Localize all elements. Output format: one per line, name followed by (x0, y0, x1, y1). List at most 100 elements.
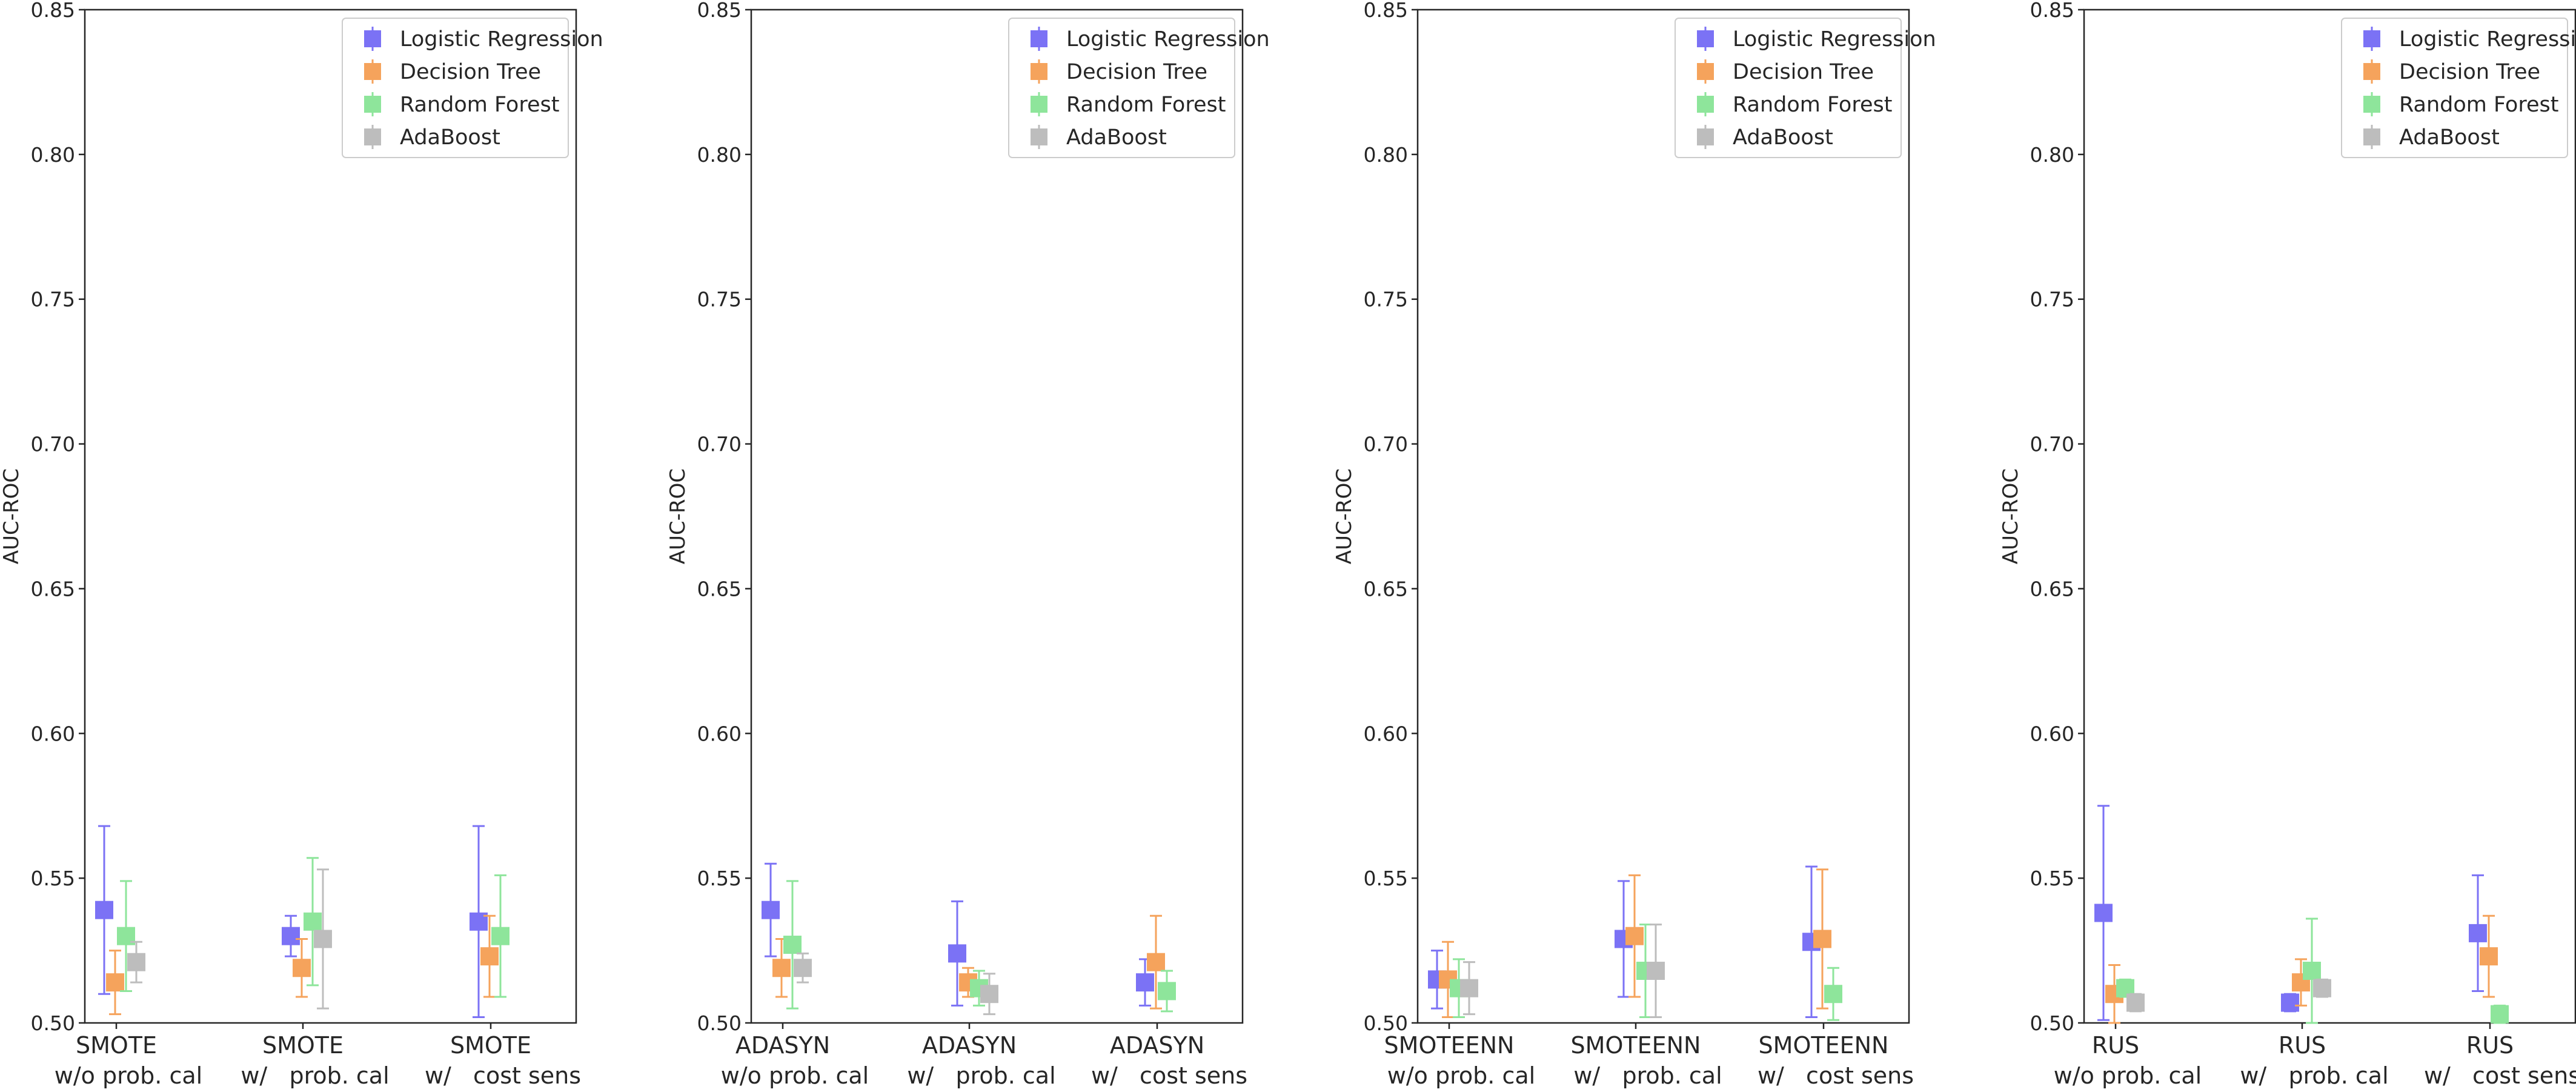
legend-label: AdaBoost (2399, 125, 2500, 150)
x-category-sublabel: w/o prob. cal (2054, 1062, 2202, 1089)
plot-frame (84, 8, 577, 1024)
legend-label: Random Forest (400, 93, 559, 117)
legend-label: AdaBoost (1066, 125, 1167, 150)
legend-marker (2363, 63, 2380, 80)
data-point-decision-tree (1147, 953, 1165, 971)
y-tick-label: 0.55 (1364, 867, 1408, 890)
x-category-label: SMOTEENN (1571, 1032, 1701, 1059)
data-point-adaboost (314, 930, 332, 948)
legend-label: Logistic Regression (2399, 27, 2576, 52)
legend-marker (364, 96, 381, 113)
x-category-label: ADASYN (1110, 1032, 1204, 1059)
legend-box (2341, 18, 2568, 158)
y-tick-label: 0.70 (697, 433, 742, 456)
chart-panel-2: 0.50 0.55 0.60 0.65 0.70 0.75 0.80 0.85 AUC-ROC A… (666, 0, 1270, 1089)
legend-label: Decision Tree (1733, 60, 1874, 84)
x-category-label: SMOTE (76, 1032, 157, 1059)
y-tick-label: 0.75 (2030, 288, 2074, 311)
legend-marker (1031, 30, 1047, 47)
data-point-random-forest (2303, 962, 2321, 980)
data-point-logistic-regression (948, 944, 966, 963)
data-point-adaboost (794, 959, 812, 977)
data-point-logistic-regression (282, 927, 300, 945)
y-tick-label: 0.85 (31, 0, 75, 22)
y-tick-label: 0.50 (31, 1011, 75, 1035)
legend-label: Logistic Regression (400, 27, 603, 52)
x-category-sublabel: w/o prob. cal (55, 1062, 202, 1089)
legend-box (342, 18, 569, 158)
plot-frame (750, 8, 1244, 1024)
data-point-random-forest (783, 936, 802, 954)
x-category-label: RUS (2466, 1032, 2514, 1059)
legend: Logistic Regression Decision Tree Random F… (2341, 18, 2576, 158)
data-point-decision-tree (772, 959, 791, 977)
y-tick-label: 0.70 (2030, 433, 2074, 456)
data-point-adaboost (127, 953, 145, 971)
legend-label: AdaBoost (400, 125, 500, 150)
y-tick-label: 0.50 (2030, 1011, 2074, 1035)
x-category-sublabel: w/ cost sens (425, 1062, 581, 1089)
legend-box (1675, 18, 1902, 158)
chart-panel-1: 0.50 0.55 0.60 0.65 0.70 0.75 0.80 0.85 AUC-ROC S… (0, 0, 603, 1089)
y-axis-label: AUC-ROC (0, 468, 24, 564)
legend-label: Logistic Regression (1066, 27, 1270, 52)
y-tick-label: 0.65 (697, 577, 742, 601)
legend-label: Decision Tree (1066, 60, 1207, 84)
x-category-sublabel: w/ cost sens (1758, 1062, 1914, 1089)
legend-label: Random Forest (1733, 93, 1892, 117)
y-tick-label: 0.50 (1364, 1011, 1408, 1035)
legend-marker (2363, 96, 2380, 113)
x-category-label: SMOTE (262, 1032, 344, 1059)
y-tick-label: 0.60 (1364, 722, 1408, 745)
y-tick-label: 0.55 (31, 867, 75, 890)
x-category-label: RUS (2092, 1032, 2139, 1059)
legend-label: Decision Tree (2399, 60, 2540, 84)
y-tick-label: 0.85 (2030, 0, 2074, 22)
data-point-adaboost (980, 985, 998, 1004)
data-point-decision-tree (2480, 947, 2498, 966)
data-point-logistic-regression (762, 901, 780, 919)
data-point-decision-tree (293, 959, 311, 977)
data-point-random-forest (304, 912, 322, 931)
data-point-adaboost (1460, 979, 1478, 997)
x-category-sublabel: w/ prob. cal (907, 1062, 1055, 1089)
legend-box (1008, 18, 1235, 158)
x-category-sublabel: w/ prob. cal (2240, 1062, 2388, 1089)
y-tick-label: 0.60 (2030, 722, 2074, 745)
y-tick-label: 0.60 (697, 722, 742, 745)
legend: Logistic Regression Decision Tree Random F… (342, 18, 603, 158)
data-point-random-forest (491, 927, 510, 945)
legend-marker (1697, 128, 1714, 145)
y-tick-label: 0.55 (697, 867, 742, 890)
data-point-adaboost (2126, 993, 2145, 1012)
y-tick-label: 0.65 (31, 577, 75, 601)
y-axis-label: AUC-ROC (666, 468, 690, 564)
legend-marker (1031, 128, 1047, 145)
data-point-decision-tree (106, 973, 124, 992)
y-tick-label: 0.70 (1364, 433, 1408, 456)
legend-label: Random Forest (2399, 93, 2558, 117)
chart-panel-4: 0.50 0.55 0.60 0.65 0.70 0.75 0.80 0.85 AUC-ROC R… (1999, 0, 2576, 1089)
y-axis-label: AUC-ROC (1999, 468, 2023, 564)
x-category-label: SMOTEENN (1384, 1032, 1515, 1059)
y-tick-label: 0.70 (31, 433, 75, 456)
y-tick-label: 0.80 (31, 143, 75, 167)
y-tick-label: 0.80 (1364, 143, 1408, 167)
data-point-logistic-regression (95, 901, 113, 919)
x-category-label: ADASYN (735, 1032, 830, 1059)
x-category-sublabel: w/ prob. cal (1573, 1062, 1722, 1089)
legend-marker (2363, 30, 2380, 47)
legend-label: Random Forest (1066, 93, 1226, 117)
legend: Logistic Regression Decision Tree Random F… (1675, 18, 1936, 158)
y-tick-label: 0.50 (697, 1011, 742, 1035)
y-tick-label: 0.55 (2030, 867, 2074, 890)
y-tick-label: 0.80 (2030, 143, 2074, 167)
legend-marker (2363, 128, 2380, 145)
legend-marker (1697, 63, 1714, 80)
x-category-label: ADASYN (922, 1032, 1017, 1059)
data-point-decision-tree (480, 947, 499, 966)
legend-label: Decision Tree (400, 60, 541, 84)
legend: Logistic Regression Decision Tree Random F… (1008, 18, 1270, 158)
legend-marker (364, 30, 381, 47)
